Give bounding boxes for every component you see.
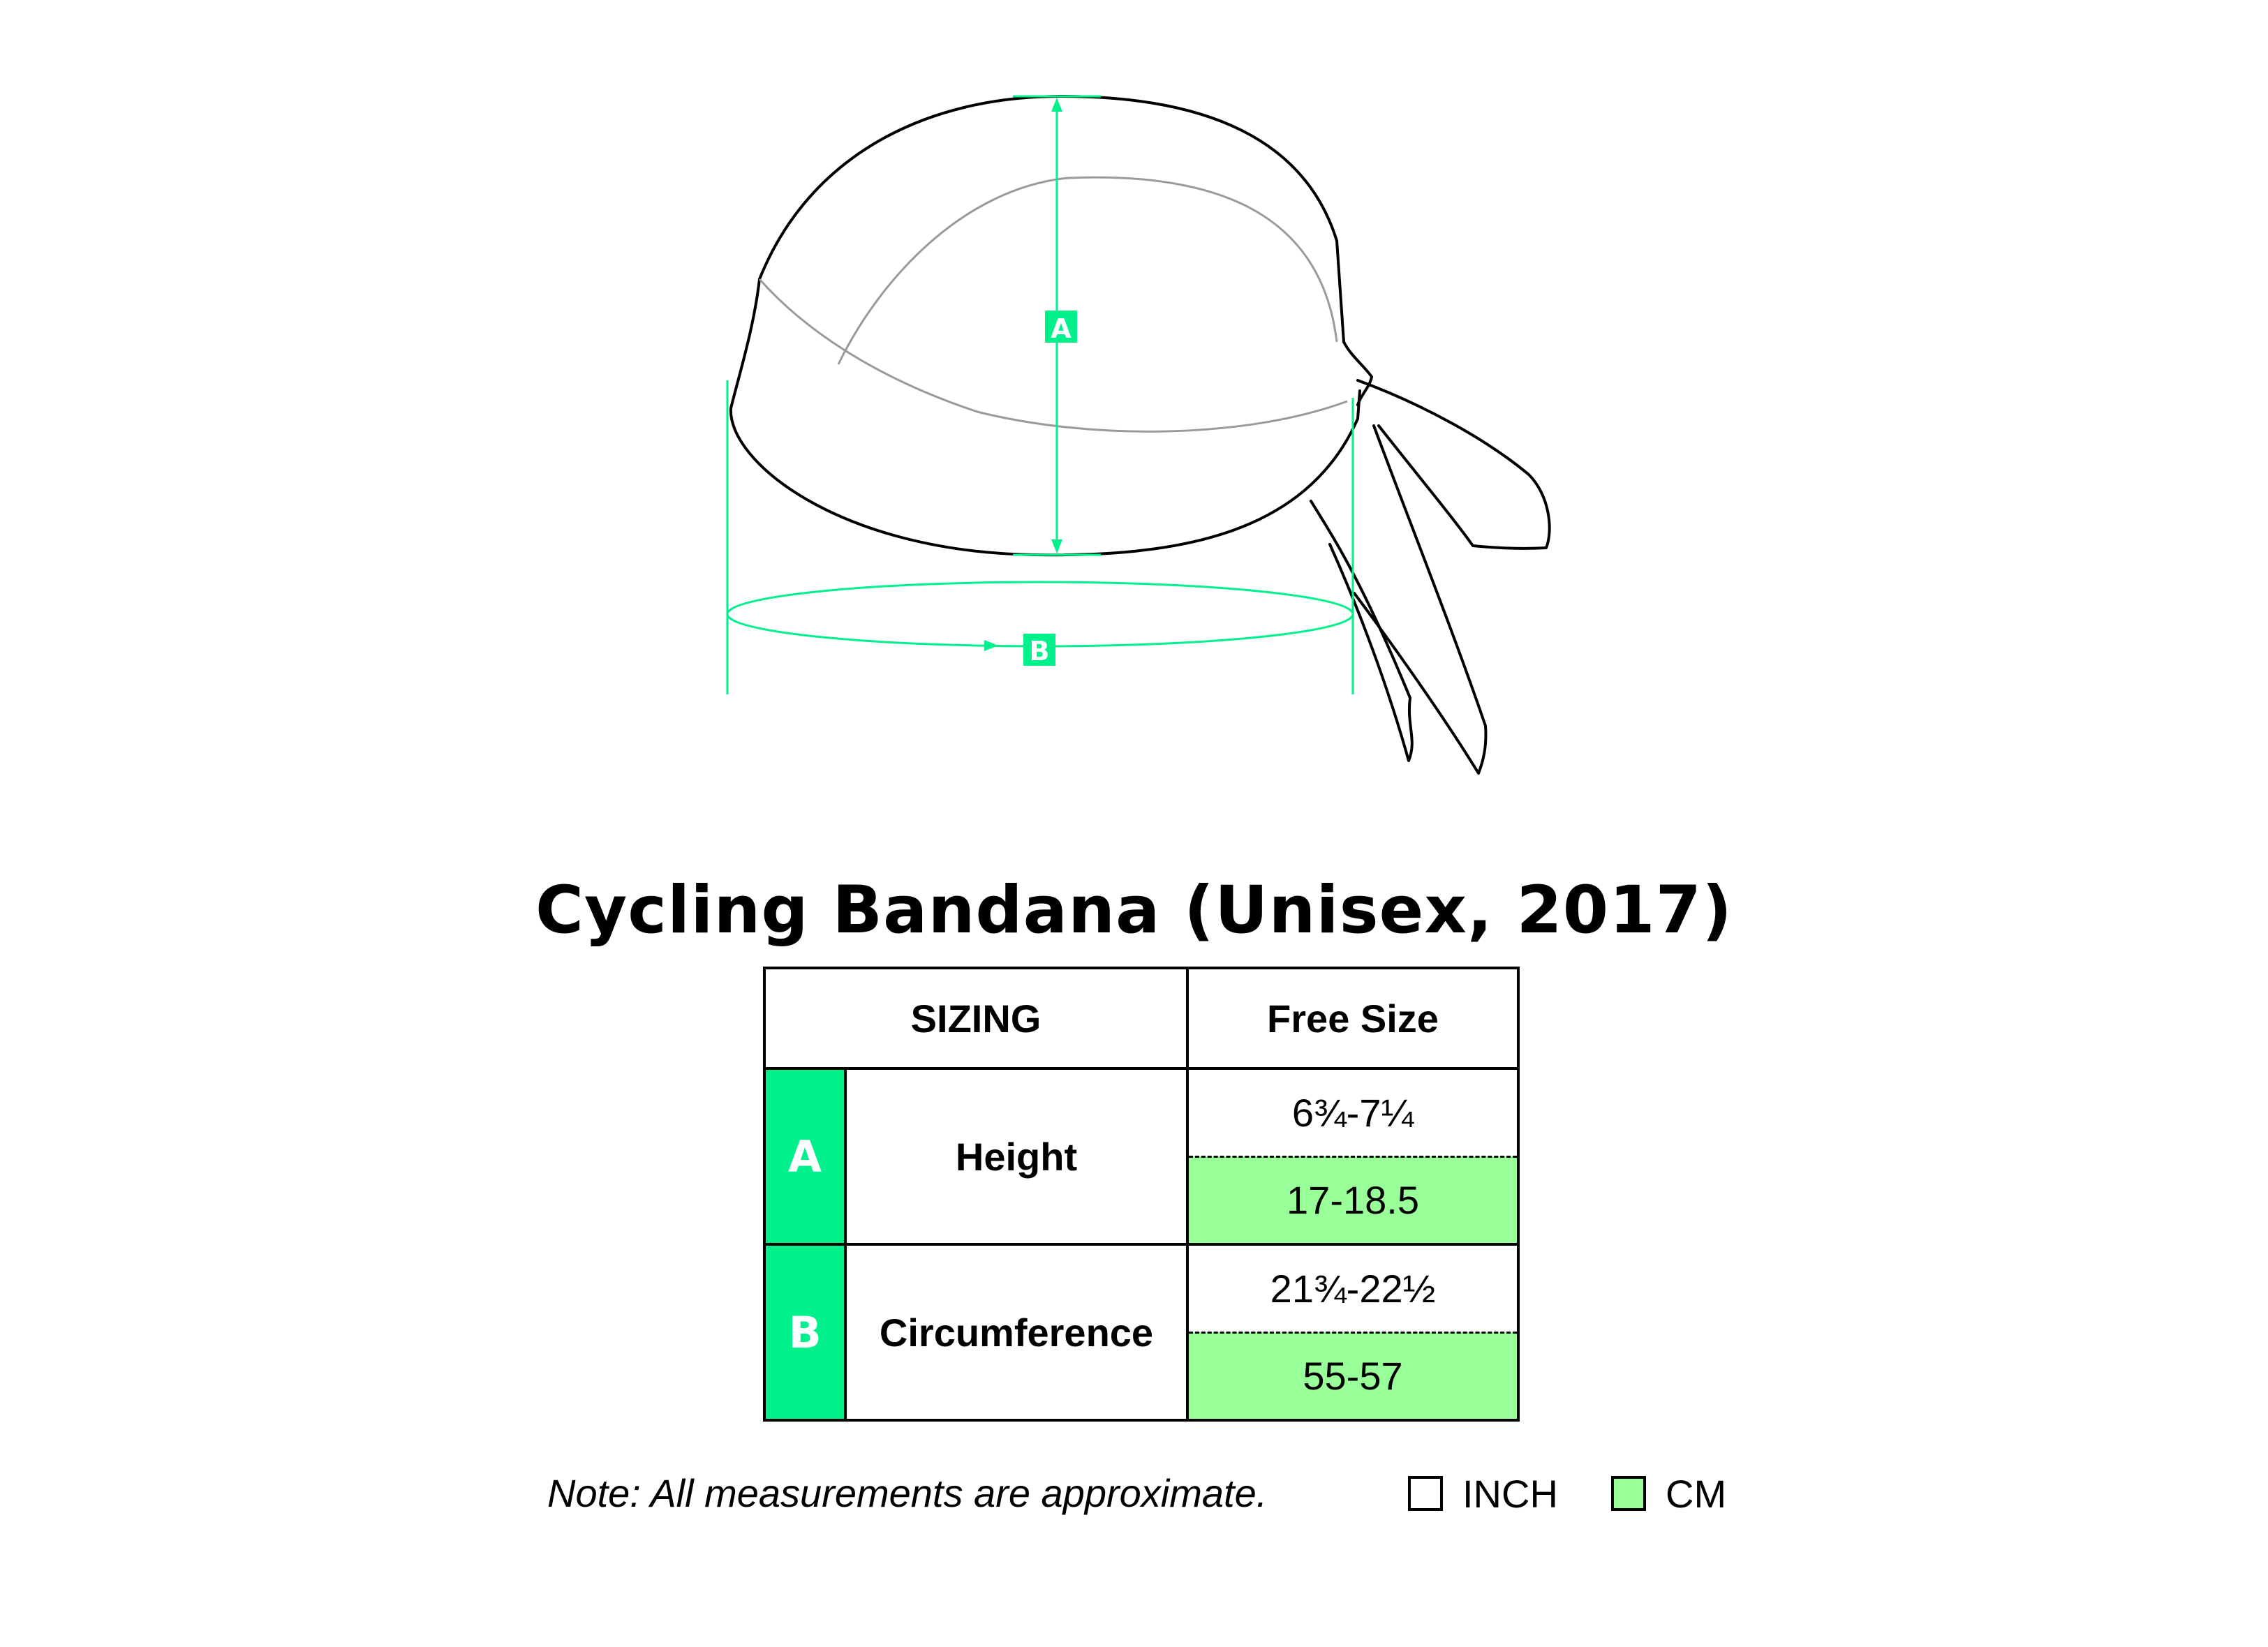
size-table: SIZING Free Size A Height 6¾-7¼ 17-18.5 … <box>763 967 1520 1422</box>
table-row: B Circumference 21¾-22½ <box>763 1243 1520 1422</box>
table-row: 17-18.5 <box>764 1155 1520 1246</box>
table-row: 55-57 <box>764 1331 1520 1422</box>
bandana-illustration: A B <box>726 95 1551 775</box>
legend-cm-label: CM <box>1666 1471 1727 1516</box>
legend-cm-swatch <box>1611 1476 1646 1511</box>
page-title: Cycling Bandana (Unisex, 2017) <box>535 872 1733 948</box>
size-header: Free Size <box>1186 967 1520 1070</box>
legend-inch-swatch <box>1408 1476 1443 1511</box>
measure-b-badge: B <box>1023 634 1055 666</box>
legend-cm: CM <box>1611 1468 1726 1519</box>
measure-b-label: B <box>1030 636 1050 666</box>
table-row: A Height 6¾-7¼ <box>763 1067 1520 1246</box>
legend-inch: INCH <box>1408 1468 1558 1519</box>
legend-inch-label: INCH <box>1462 1471 1558 1516</box>
row-label: Circumference <box>844 1243 1189 1422</box>
bandana-outline <box>729 95 1551 775</box>
sizing-header: SIZING <box>763 967 1189 1070</box>
value-cm: 17-18.5 <box>1186 1155 1520 1246</box>
measure-a-label: A <box>1051 313 1072 344</box>
table-header-row: SIZING Free Size <box>763 967 1520 1070</box>
value-cm: 55-57 <box>1186 1331 1520 1422</box>
row-label: Height <box>844 1067 1189 1246</box>
measurement-note: Note: All measurements are approximate. <box>547 1471 1268 1515</box>
value-inch: 21¾-22½ <box>1186 1243 1520 1334</box>
bandana-seams <box>758 176 1348 433</box>
row-letter: B <box>763 1243 847 1422</box>
measure-a-badge: A <box>1045 311 1077 344</box>
row-letter: A <box>763 1067 847 1246</box>
value-inch: 6¾-7¼ <box>1186 1067 1520 1158</box>
